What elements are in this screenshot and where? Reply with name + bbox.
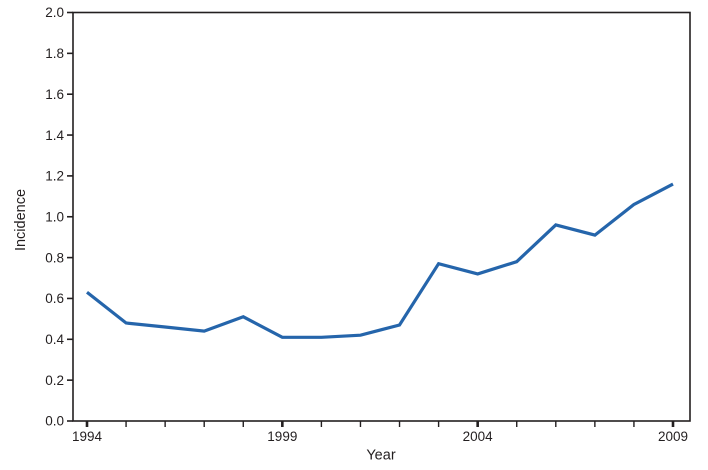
y-tick-label: 1.6 xyxy=(45,87,64,102)
y-axis-title: Incidence xyxy=(13,189,29,251)
y-tick-label: 1.8 xyxy=(45,46,64,61)
x-tick-label: 1994 xyxy=(72,429,103,444)
y-tick-label: 0.6 xyxy=(45,291,64,306)
x-tick-label: 2004 xyxy=(463,429,494,444)
x-tick-label: 2009 xyxy=(658,429,688,444)
y-tick-label: 1.2 xyxy=(45,169,64,184)
data-line-incidence xyxy=(86,182,674,339)
x-tick-label: 1999 xyxy=(267,429,297,444)
y-tick-label: 1.0 xyxy=(45,209,64,224)
y-tick-label: 0.8 xyxy=(45,250,64,265)
y-tick-label: 0.0 xyxy=(45,414,64,429)
plot-frame xyxy=(72,11,691,422)
x-axis-title: Year xyxy=(366,448,395,464)
y-tick-label: 1.4 xyxy=(45,128,64,143)
y-tick-label: 2.0 xyxy=(45,5,64,20)
y-tick-label: 0.4 xyxy=(45,332,64,347)
y-tick-label: 0.2 xyxy=(45,373,64,388)
